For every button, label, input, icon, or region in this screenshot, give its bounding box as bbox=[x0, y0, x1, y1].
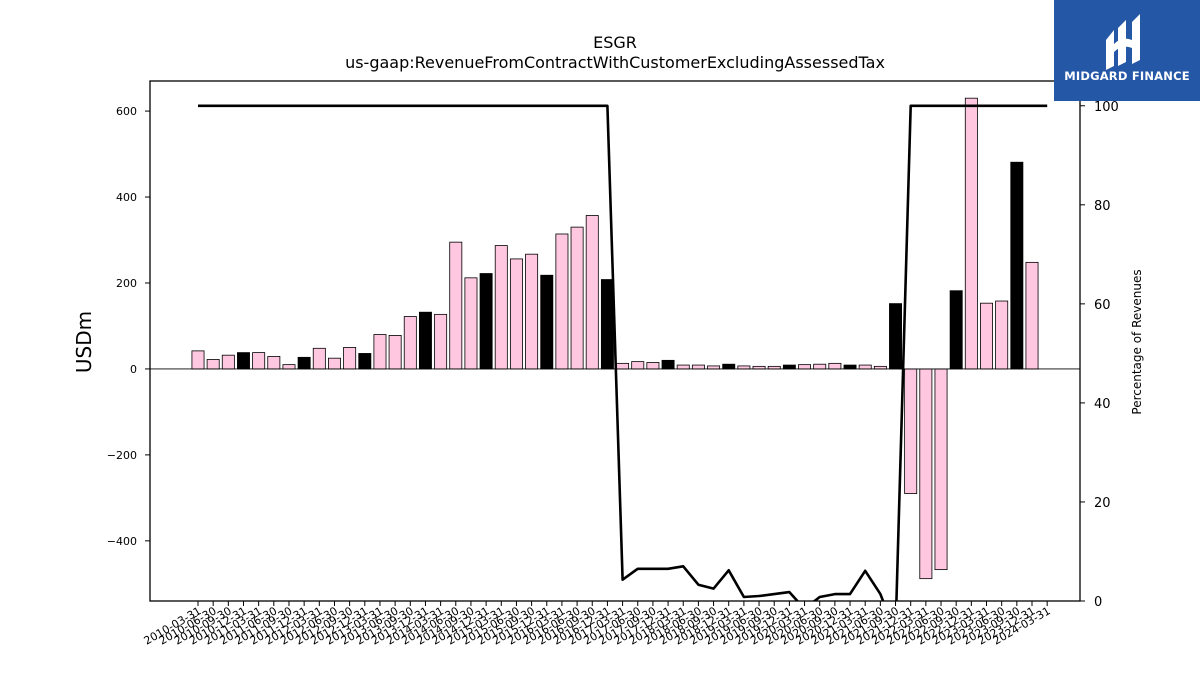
bar bbox=[328, 357, 341, 370]
bar bbox=[509, 258, 523, 370]
bar bbox=[221, 354, 235, 370]
bar bbox=[403, 316, 417, 370]
bar bbox=[297, 356, 311, 370]
bar bbox=[904, 368, 918, 494]
bar bbox=[570, 226, 584, 370]
bar bbox=[949, 290, 963, 370]
bar bbox=[479, 273, 493, 370]
bar-series bbox=[191, 97, 1039, 580]
bar bbox=[418, 311, 432, 370]
y-axis-label: USDm bbox=[72, 311, 96, 373]
bar bbox=[676, 364, 690, 370]
bar bbox=[707, 365, 721, 370]
bar bbox=[858, 364, 872, 370]
logo-text: MIDGARD FINANCE bbox=[1064, 69, 1190, 83]
bar bbox=[798, 364, 812, 370]
bar bbox=[782, 364, 796, 370]
plot-frame bbox=[149, 80, 1081, 602]
y2-axis-label: Percentage of Revenues bbox=[1130, 269, 1144, 414]
bar bbox=[449, 241, 463, 370]
y2-tick-label: 20 bbox=[1094, 496, 1111, 511]
y-tick-label: 200 bbox=[116, 277, 137, 290]
bar bbox=[358, 353, 372, 370]
bar bbox=[464, 277, 478, 370]
bar bbox=[661, 359, 675, 370]
y-tick-label: 600 bbox=[116, 105, 137, 118]
y-tick-label: −400 bbox=[107, 535, 137, 548]
chart-subtitle: us-gaap:RevenueFromContractWithCustomerE… bbox=[345, 53, 885, 72]
midgard-finance-logo: MIDGARD FINANCE bbox=[1054, 0, 1200, 101]
bar bbox=[964, 97, 978, 370]
bar bbox=[646, 362, 660, 370]
bar bbox=[691, 364, 705, 370]
bar bbox=[191, 350, 205, 370]
bar bbox=[312, 347, 326, 370]
y2-tick-label: 0 bbox=[1094, 595, 1102, 610]
bar bbox=[813, 363, 827, 370]
bar bbox=[388, 335, 402, 370]
y2-tick-label: 80 bbox=[1094, 199, 1111, 214]
bar bbox=[1025, 261, 1039, 370]
bar bbox=[252, 352, 266, 370]
bar bbox=[585, 215, 599, 370]
bar bbox=[737, 365, 751, 370]
bar bbox=[540, 274, 554, 370]
bar bbox=[600, 279, 614, 370]
bar bbox=[828, 362, 842, 370]
y2-tick-label: 60 bbox=[1094, 298, 1111, 313]
bar bbox=[616, 362, 630, 370]
bar bbox=[995, 300, 1009, 370]
bar bbox=[843, 364, 857, 370]
y2-tick-label: 40 bbox=[1094, 397, 1111, 412]
bar bbox=[722, 363, 736, 370]
percentage-line-series bbox=[197, 104, 1048, 601]
bar bbox=[267, 356, 281, 370]
bar bbox=[631, 361, 645, 370]
y-tick-label: 0 bbox=[130, 363, 137, 376]
bar bbox=[525, 253, 539, 370]
y-tick-label: −200 bbox=[107, 449, 137, 462]
y-tick-label: 400 bbox=[116, 191, 137, 204]
chart-title: ESGR bbox=[593, 33, 637, 52]
bar bbox=[434, 313, 448, 370]
bar bbox=[889, 303, 902, 370]
bar bbox=[206, 359, 220, 370]
bar bbox=[934, 368, 948, 571]
logo-mark-icon bbox=[1106, 14, 1140, 70]
bar bbox=[919, 368, 933, 580]
bar bbox=[494, 245, 508, 370]
bar bbox=[373, 334, 387, 370]
bar bbox=[980, 302, 993, 370]
bar bbox=[282, 364, 296, 370]
bar bbox=[343, 347, 357, 370]
bar bbox=[237, 352, 250, 370]
bar bbox=[1010, 161, 1024, 370]
y2-tick-label: 100 bbox=[1094, 100, 1119, 115]
bar bbox=[555, 233, 569, 370]
